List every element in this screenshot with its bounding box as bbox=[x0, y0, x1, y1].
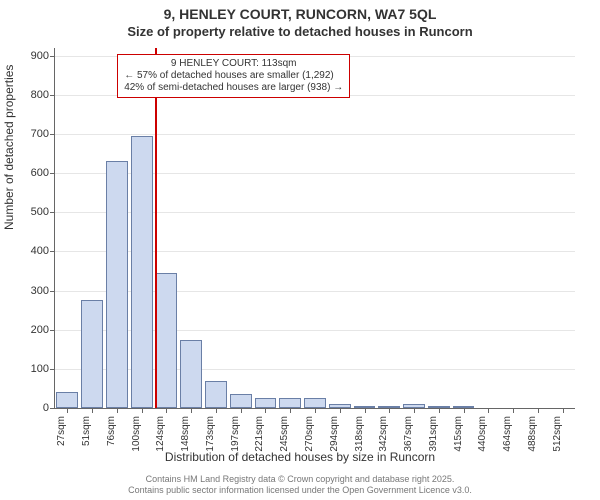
y-tick-label: 400 bbox=[17, 245, 49, 257]
marker-line bbox=[155, 48, 157, 408]
x-tick bbox=[563, 408, 564, 413]
x-tick bbox=[166, 408, 167, 413]
x-tick bbox=[117, 408, 118, 413]
y-tick-label: 800 bbox=[17, 89, 49, 101]
y-tick-label: 0 bbox=[17, 402, 49, 414]
x-tick-label: 76sqm bbox=[106, 416, 117, 446]
histogram-bar bbox=[255, 398, 277, 408]
page-title: 9, HENLEY COURT, RUNCORN, WA7 5QL bbox=[0, 6, 600, 22]
histogram-bar bbox=[106, 161, 128, 408]
annotation-box: 9 HENLEY COURT: 113sqm← 57% of detached … bbox=[117, 54, 350, 98]
y-tick bbox=[50, 134, 55, 135]
x-tick-label: 512sqm bbox=[552, 416, 563, 452]
x-tick-label: 51sqm bbox=[81, 416, 92, 446]
x-tick bbox=[439, 408, 440, 413]
x-tick bbox=[414, 408, 415, 413]
x-tick bbox=[216, 408, 217, 413]
x-tick-label: 342sqm bbox=[378, 416, 389, 452]
x-tick-label: 367sqm bbox=[403, 416, 414, 452]
y-tick bbox=[50, 408, 55, 409]
x-tick-label: 415sqm bbox=[453, 416, 464, 452]
y-tick-label: 900 bbox=[17, 50, 49, 62]
x-tick bbox=[315, 408, 316, 413]
x-tick-label: 464sqm bbox=[502, 416, 513, 452]
histogram-bar bbox=[230, 394, 252, 408]
x-tick bbox=[365, 408, 366, 413]
histogram-bar bbox=[56, 392, 78, 408]
x-tick bbox=[464, 408, 465, 413]
chart-plot-area: 010020030040050060070080090027sqm51sqm76… bbox=[54, 48, 575, 409]
footer-credits: Contains HM Land Registry data © Crown c… bbox=[0, 474, 600, 497]
x-tick-label: 124sqm bbox=[155, 416, 166, 452]
histogram-bar bbox=[279, 398, 301, 408]
annotation-line: ← 57% of detached houses are smaller (1,… bbox=[124, 70, 343, 82]
y-tick-label: 700 bbox=[17, 128, 49, 140]
x-tick bbox=[265, 408, 266, 413]
x-tick-label: 100sqm bbox=[131, 416, 142, 452]
x-tick-label: 245sqm bbox=[279, 416, 290, 452]
histogram-bar bbox=[131, 136, 153, 408]
x-tick bbox=[191, 408, 192, 413]
x-tick bbox=[488, 408, 489, 413]
annotation-line: 9 HENLEY COURT: 113sqm bbox=[124, 58, 343, 70]
y-tick bbox=[50, 173, 55, 174]
y-tick bbox=[50, 251, 55, 252]
x-tick-label: 27sqm bbox=[56, 416, 67, 446]
y-tick bbox=[50, 95, 55, 96]
annotation-line: 42% of semi-detached houses are larger (… bbox=[124, 82, 343, 94]
x-tick bbox=[538, 408, 539, 413]
x-tick-label: 488sqm bbox=[527, 416, 538, 452]
y-tick bbox=[50, 212, 55, 213]
x-tick bbox=[241, 408, 242, 413]
footer-line-1: Contains HM Land Registry data © Crown c… bbox=[0, 474, 600, 485]
x-tick-label: 391sqm bbox=[428, 416, 439, 452]
x-axis-label: Distribution of detached houses by size … bbox=[0, 450, 600, 464]
y-tick bbox=[50, 330, 55, 331]
y-tick-label: 300 bbox=[17, 285, 49, 297]
histogram-bar bbox=[304, 398, 326, 408]
x-tick bbox=[389, 408, 390, 413]
x-tick bbox=[92, 408, 93, 413]
x-tick-label: 440sqm bbox=[477, 416, 488, 452]
histogram-bar bbox=[81, 300, 103, 408]
y-tick-label: 100 bbox=[17, 363, 49, 375]
footer-line-2: Contains public sector information licen… bbox=[0, 485, 600, 496]
page-subtitle: Size of property relative to detached ho… bbox=[0, 24, 600, 39]
x-tick bbox=[290, 408, 291, 413]
gridline bbox=[55, 134, 575, 135]
y-tick-label: 500 bbox=[17, 206, 49, 218]
y-tick-label: 600 bbox=[17, 167, 49, 179]
x-tick bbox=[67, 408, 68, 413]
x-tick bbox=[340, 408, 341, 413]
y-axis-label: Number of detached properties bbox=[2, 65, 16, 230]
histogram-bar bbox=[205, 381, 227, 408]
y-tick bbox=[50, 291, 55, 292]
x-tick bbox=[142, 408, 143, 413]
x-tick-label: 294sqm bbox=[329, 416, 340, 452]
x-tick-label: 270sqm bbox=[304, 416, 315, 452]
x-tick bbox=[513, 408, 514, 413]
x-tick-label: 221sqm bbox=[254, 416, 265, 452]
y-tick bbox=[50, 369, 55, 370]
y-tick bbox=[50, 56, 55, 57]
x-tick-label: 318sqm bbox=[354, 416, 365, 452]
x-tick-label: 197sqm bbox=[230, 416, 241, 452]
x-tick-label: 148sqm bbox=[180, 416, 191, 452]
histogram-bar bbox=[180, 340, 202, 408]
x-tick-label: 173sqm bbox=[205, 416, 216, 452]
y-tick-label: 200 bbox=[17, 324, 49, 336]
histogram-bar bbox=[156, 273, 178, 408]
